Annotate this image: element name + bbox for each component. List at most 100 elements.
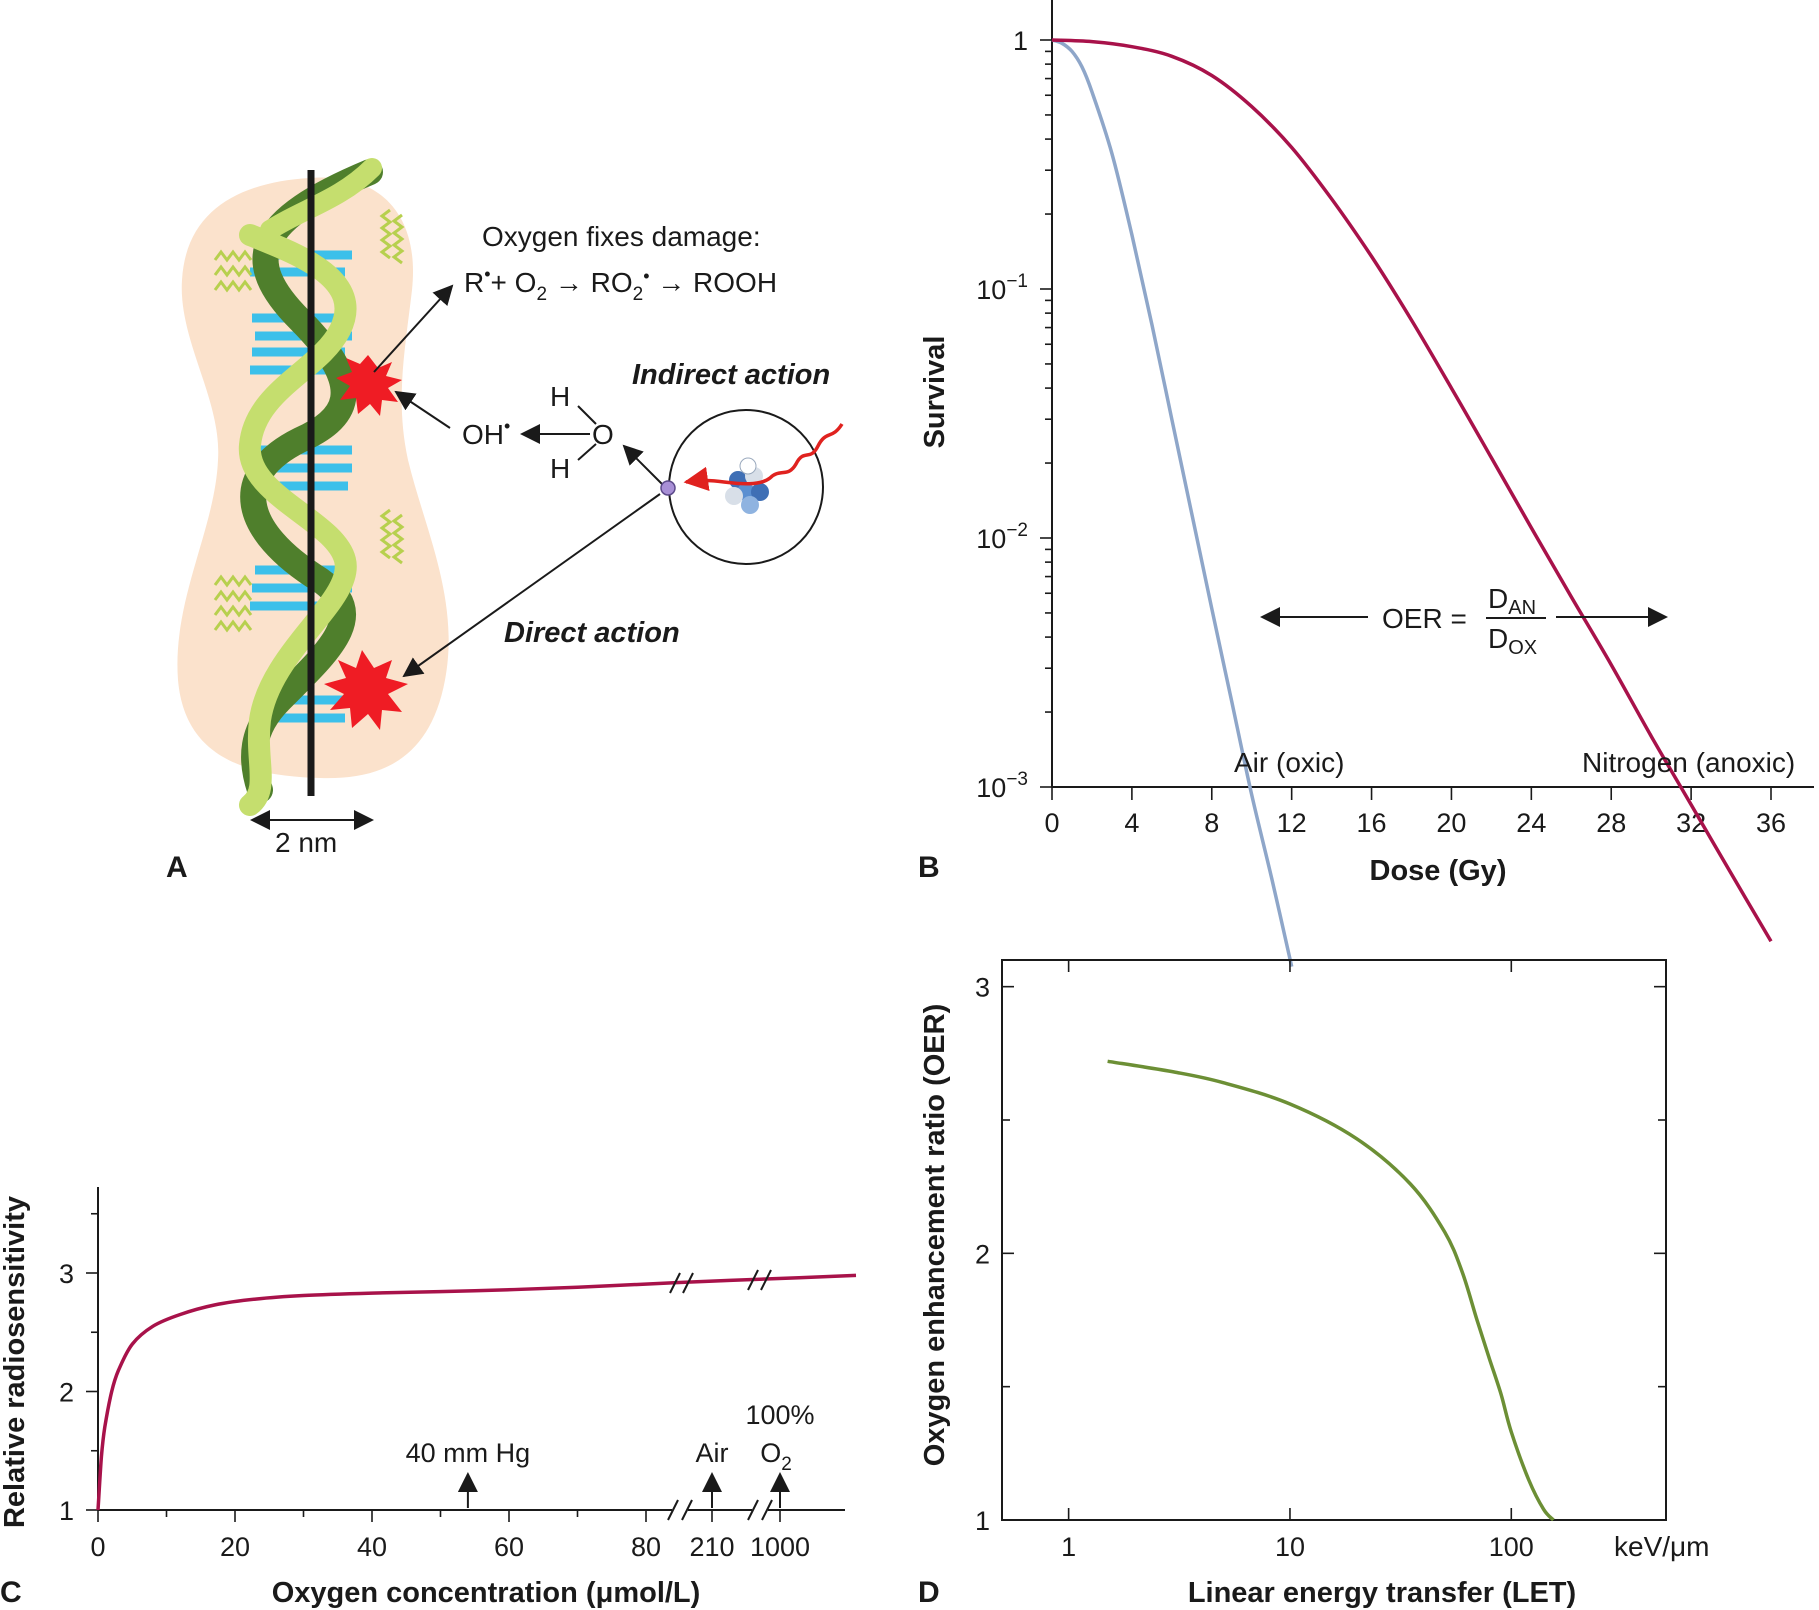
indirect-action-label: Indirect action — [632, 359, 830, 391]
c-curve-breaks — [669, 1269, 772, 1294]
b-ytick-label-3: 10−3 — [976, 769, 1028, 803]
c-y-ticks: 1 2 3 — [59, 1259, 98, 1526]
reaction-plus-o: + O — [491, 267, 537, 298]
b-ytick-base-2: 10 — [976, 524, 1006, 554]
dna-strand-light — [238, 224, 357, 816]
water-h-top: H — [550, 381, 570, 412]
c-markers: 40 mm Hg Air 100% O2 — [406, 1400, 815, 1508]
b-xtick-label-2: 8 — [1204, 808, 1219, 838]
b-xlabel: Dose (Gy) — [1370, 855, 1507, 887]
c-xtick-label-0: 0 — [90, 1532, 105, 1562]
scale-label: 2 nm — [275, 827, 337, 858]
water-o: O — [592, 419, 614, 450]
c-series — [96, 1273, 857, 1511]
c-marker-label-0: 40 mm Hg — [406, 1438, 531, 1468]
d-xtick-label-0: 1 — [1061, 1532, 1076, 1562]
arrow-fixation — [373, 284, 454, 373]
direct-action-label: Direct action — [504, 617, 680, 649]
c-xtick-label-5: 210 — [689, 1532, 734, 1562]
d-y-ticks: 1 2 3 — [975, 973, 1666, 1536]
c-xtick-label-6: 1000 — [750, 1532, 810, 1562]
b-num-sub: AN — [1508, 597, 1536, 619]
reaction-r: R — [464, 267, 484, 298]
d-ytick-label-1: 2 — [975, 1239, 990, 1269]
d-ylabel: Oxygen enhancement ratio (OER) — [919, 1004, 951, 1467]
reaction-dot-b: • — [643, 266, 649, 286]
photon-wave — [683, 423, 844, 492]
b-ytick-base-0: 1 — [1013, 26, 1028, 56]
c-xlabel: Oxygen concentration (μmol/L) — [272, 1577, 701, 1609]
arrow-direct — [402, 493, 661, 678]
b-series-line-1 — [1051, 38, 1773, 943]
d-plot-frame — [1001, 959, 1667, 1521]
d-xunit: keV/μm — [1614, 1531, 1709, 1562]
oh-text: OH — [462, 419, 504, 450]
reaction-equation: R•+ O2 → RO2• → ROOH — [464, 264, 777, 305]
b-x-ticks: 0 4 8 12 16 20 24 28 32 36 — [1044, 787, 1786, 838]
c-ytick-label-0: 1 — [59, 1496, 74, 1526]
c-xtick-label-2: 40 — [357, 1532, 387, 1562]
panel-a-letter: A — [166, 851, 188, 884]
b-num-d: D — [1488, 583, 1508, 614]
b-minor-ticks — [1045, 50, 1052, 713]
oh-radical-label: OH• — [462, 416, 510, 450]
c-xtick-label-4: 80 — [631, 1532, 661, 1562]
b-ytick-exp-3: −3 — [1006, 769, 1028, 790]
b-ytick-base-1: 10 — [976, 275, 1006, 305]
d-series-line — [1107, 1059, 1555, 1522]
c-ytick-label-1: 2 — [59, 1378, 74, 1408]
b-xtick-label-7: 28 — [1596, 808, 1626, 838]
arrow-oh-to-dna — [394, 390, 451, 429]
b-series-line-0 — [1051, 38, 1294, 967]
reaction-dot: • — [484, 264, 490, 284]
water-bond-bottom — [577, 443, 597, 461]
damage-burst-lower — [324, 650, 408, 730]
panel-a: A Oxygen fixes damage: R•+ O2 → RO2• → R… — [166, 158, 844, 884]
c-ytick-label-2: 3 — [59, 1259, 74, 1289]
reaction-rooh: → ROOH — [650, 267, 778, 298]
b-xtick-label-3: 12 — [1277, 808, 1307, 838]
b-ytick-exp-2: −2 — [1006, 520, 1028, 541]
c-xtick-label-3: 60 — [494, 1532, 524, 1562]
b-xtick-label-9: 36 — [1756, 808, 1786, 838]
oh-dot: • — [504, 416, 510, 436]
c-x-ticks: 0 20 40 60 80 210 1000 — [90, 1510, 810, 1562]
b-ytick-label-0: 1 — [1013, 26, 1028, 56]
b-nitrogen-label: Nitrogen (anoxic) — [1582, 747, 1795, 778]
dna-strand-top — [260, 158, 382, 240]
b-xtick-label-1: 4 — [1124, 808, 1139, 838]
b-ytick-base-3: 10 — [976, 773, 1006, 803]
reaction-ro: → RO — [547, 267, 633, 298]
c-marker-o-sub: 2 — [781, 1454, 792, 1475]
c-panel-letter: C — [0, 1576, 22, 1609]
b-oer-numerator: DAN — [1488, 583, 1536, 619]
b-xtick-label-5: 20 — [1436, 808, 1466, 838]
water-bond-top — [577, 405, 597, 425]
b-ylabel: Survival — [919, 336, 951, 449]
panel-b: 0 4 8 12 16 20 24 28 32 36 110−110−210−3 Dose (Gy… — [918, 0, 1814, 967]
d-ytick-label-2: 3 — [975, 973, 990, 1003]
panel-d: 1 10 100 1 2 3 keV/μm Linear energy transfer… — [918, 959, 1709, 1609]
c-xtick-label-1: 20 — [220, 1532, 250, 1562]
c-axis-breaks — [667, 1499, 773, 1521]
b-ytick-exp-1: −1 — [1006, 271, 1028, 292]
reaction-sub-a: 2 — [536, 284, 547, 305]
c-minor-ticks — [91, 1212, 579, 1517]
b-den-sub: OX — [1508, 637, 1537, 659]
c-marker-sublabel-2: O2 — [760, 1438, 792, 1475]
d-panel-letter: D — [918, 1576, 940, 1609]
b-den-d: D — [1488, 623, 1508, 654]
b-air-label: Air (oxic) — [1234, 747, 1344, 778]
fix-title: Oxygen fixes damage: — [482, 221, 761, 252]
d-ytick-label-0: 1 — [975, 1506, 990, 1536]
damage-burst-upper — [336, 355, 402, 416]
d-x-ticks: 1 10 100 — [1061, 960, 1534, 1562]
b-panel-letter: B — [918, 851, 940, 884]
dna-fragments — [213, 208, 405, 633]
b-xtick-label-6: 24 — [1516, 808, 1546, 838]
atom-nucleus — [725, 457, 769, 514]
electron-dot — [660, 480, 676, 496]
b-xtick-label-4: 16 — [1357, 808, 1387, 838]
